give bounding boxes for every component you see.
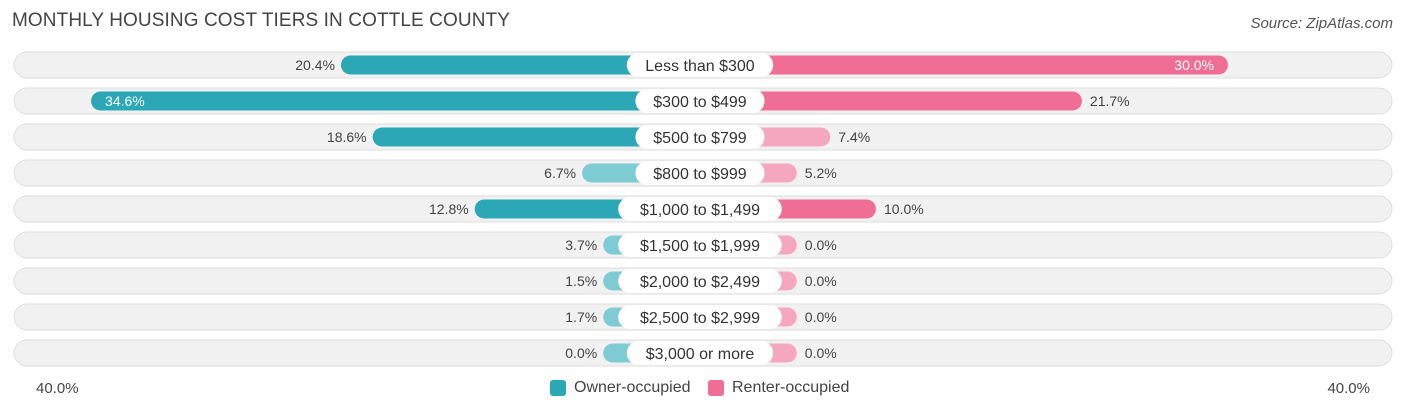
- category-label-background: [618, 197, 782, 221]
- category-label: $1,000 to $1,499: [640, 202, 760, 219]
- owner-value-label: 3.7%: [565, 237, 597, 253]
- category-label-background: [618, 305, 782, 329]
- category-label-background: [635, 125, 765, 149]
- renter-value-label: 7.4%: [838, 129, 870, 145]
- renter-value-label: 0.0%: [805, 345, 837, 361]
- owner-value-label: 6.7%: [544, 165, 576, 181]
- category-label-background: [626, 341, 774, 365]
- category-label: $3,000 or more: [646, 346, 755, 363]
- renter-value-label: 0.0%: [805, 309, 837, 325]
- owner-value-label: 1.7%: [565, 309, 597, 325]
- chart-title: MONTHLY HOUSING COST TIERS IN COTTLE COU…: [12, 10, 511, 31]
- category-label: $2,500 to $2,999: [640, 310, 760, 327]
- category-label-background: [618, 233, 782, 257]
- owner-bar: [340, 55, 700, 75]
- category-label: Less than $300: [645, 58, 755, 75]
- renter-value-label: 21.7%: [1090, 93, 1130, 109]
- legend-item-renter: Renter-occupied: [708, 379, 849, 397]
- owner-value-label: 34.6%: [105, 93, 145, 109]
- owner-value-label: 18.6%: [327, 129, 367, 145]
- owner-bar: [91, 91, 701, 111]
- category-label: $800 to $999: [653, 166, 747, 183]
- axis-label-left: 40.0%: [36, 380, 79, 397]
- category-label: $1,500 to $1,999: [640, 238, 760, 255]
- renter-value-label: 10.0%: [884, 201, 924, 217]
- category-label-background: [635, 89, 765, 113]
- owner-bar: [372, 127, 700, 147]
- legend-label-renter: Renter-occupied: [732, 379, 850, 396]
- renter-value-label: 30.0%: [1174, 57, 1214, 73]
- category-label: $300 to $499: [653, 94, 747, 111]
- legend-swatch-owner: [550, 380, 566, 396]
- legend: Owner-occupied Renter-occupied: [0, 379, 1406, 401]
- legend-label-owner: Owner-occupied: [574, 379, 691, 396]
- owner-value-label: 1.5%: [565, 273, 597, 289]
- owner-value-label: 12.8%: [429, 201, 469, 217]
- renter-value-label: 0.0%: [805, 273, 837, 289]
- owner-value-label: 0.0%: [565, 345, 597, 361]
- renter-value-label: 0.0%: [805, 237, 837, 253]
- renter-bar: [700, 91, 1082, 111]
- legend-swatch-renter: [708, 380, 724, 396]
- legend-item-owner: Owner-occupied: [550, 379, 691, 397]
- category-label-background: [618, 269, 782, 293]
- axis-label-right: 40.0%: [1327, 380, 1370, 397]
- renter-bar: [700, 55, 1228, 75]
- category-label-background: [626, 53, 774, 77]
- category-label-background: [635, 161, 765, 185]
- category-label: $2,000 to $2,499: [640, 274, 760, 291]
- source-label: Source: ZipAtlas.com: [1250, 15, 1393, 32]
- owner-value-label: 20.4%: [295, 57, 335, 73]
- category-label: $500 to $799: [653, 130, 747, 147]
- renter-value-label: 5.2%: [805, 165, 837, 181]
